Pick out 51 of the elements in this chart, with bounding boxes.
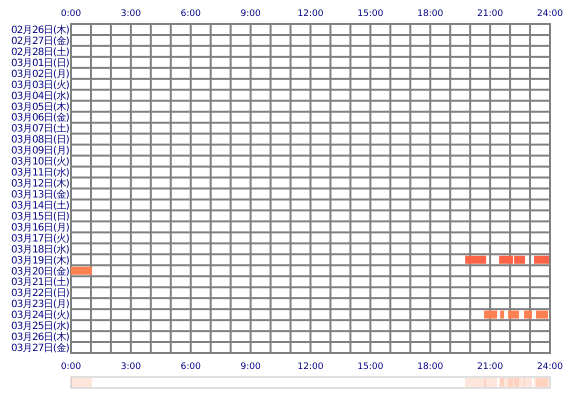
x2-tick-label: 3:00 [120, 362, 142, 372]
y-tick-label: 03月04日(水) [11, 90, 70, 102]
x-tick-label: 6:00 [180, 9, 202, 19]
y-tick-label: 03月17日(火) [11, 232, 70, 244]
y-tick-label: 03月05日(木) [11, 100, 70, 113]
bar [71, 266, 92, 275]
y-tick-label: 03月20日(金) [11, 265, 70, 278]
y-tick-label: 03月10日(火) [11, 156, 70, 168]
y-tick-label: 03月07日(土) [11, 122, 70, 135]
y-tick-label: 03月01日(日) [11, 58, 70, 69]
y-tick-label: 03月03日(火) [11, 78, 70, 91]
y-tick-label: 03月26日(木) [11, 331, 70, 344]
x-tick-label: 0:00 [60, 9, 82, 19]
y-tick-label: 03月19日(木) [11, 254, 70, 266]
y-tick-label: 03月18日(水) [11, 243, 70, 256]
y-tick-label: 03月14日(土) [11, 199, 70, 212]
y-tick-label: 03月22日(日) [11, 288, 70, 300]
x-tick-label: 24:00 [537, 9, 564, 19]
y-tick-label: 03月23日(月) [11, 299, 70, 310]
y-tick-label: 03月27日(金) [11, 342, 70, 354]
bar [536, 310, 548, 319]
x2-tick-label: 21:00 [477, 362, 504, 372]
x-tick-label: 12:00 [298, 9, 324, 19]
x-tick-label: 3:00 [120, 9, 142, 19]
x2-tick-label: 6:00 [180, 362, 202, 372]
bar [484, 310, 498, 319]
y-tick-label: 02月27日(金) [11, 34, 70, 47]
y-tick-label: 03月13日(金) [11, 188, 70, 200]
y-tick-label: 03月08日(日) [11, 134, 70, 146]
x2-tick-label: 9:00 [240, 362, 261, 372]
x-tick-label: 9:00 [240, 9, 261, 19]
y-tick-label: 03月24日(火) [11, 309, 70, 322]
y-tick-label: 03月11日(水) [11, 166, 70, 179]
y-tick-label: 03月25日(水) [11, 320, 70, 332]
x2-tick-label: 0:00 [60, 362, 82, 372]
x-tick-label: 21:00 [477, 9, 504, 19]
x2-tick-label: 15:00 [357, 362, 384, 372]
y-tick-label: 03月06日(金) [11, 112, 70, 124]
y-tick-label: 02月26日(木) [11, 24, 70, 36]
y-tick-label: 03月02日(月) [11, 68, 70, 80]
x-tick-label: 15:00 [357, 9, 384, 19]
y-tick-label: 02月28日(土) [11, 46, 70, 58]
x2-tick-label: 18:00 [417, 362, 444, 372]
y-tick-label: 03月12日(木) [11, 178, 70, 190]
x-tick-label: 18:00 [417, 9, 444, 19]
x2-tick-label: 12:00 [298, 362, 324, 372]
y-tick-label: 03月09日(月) [11, 146, 70, 157]
y-tick-label: 03月16日(月) [11, 222, 70, 234]
y-tick-label: 03月21日(土) [11, 276, 70, 288]
x2-tick-label: 24:00 [537, 362, 564, 372]
y-tick-label: 03月15日(日) [11, 211, 70, 222]
